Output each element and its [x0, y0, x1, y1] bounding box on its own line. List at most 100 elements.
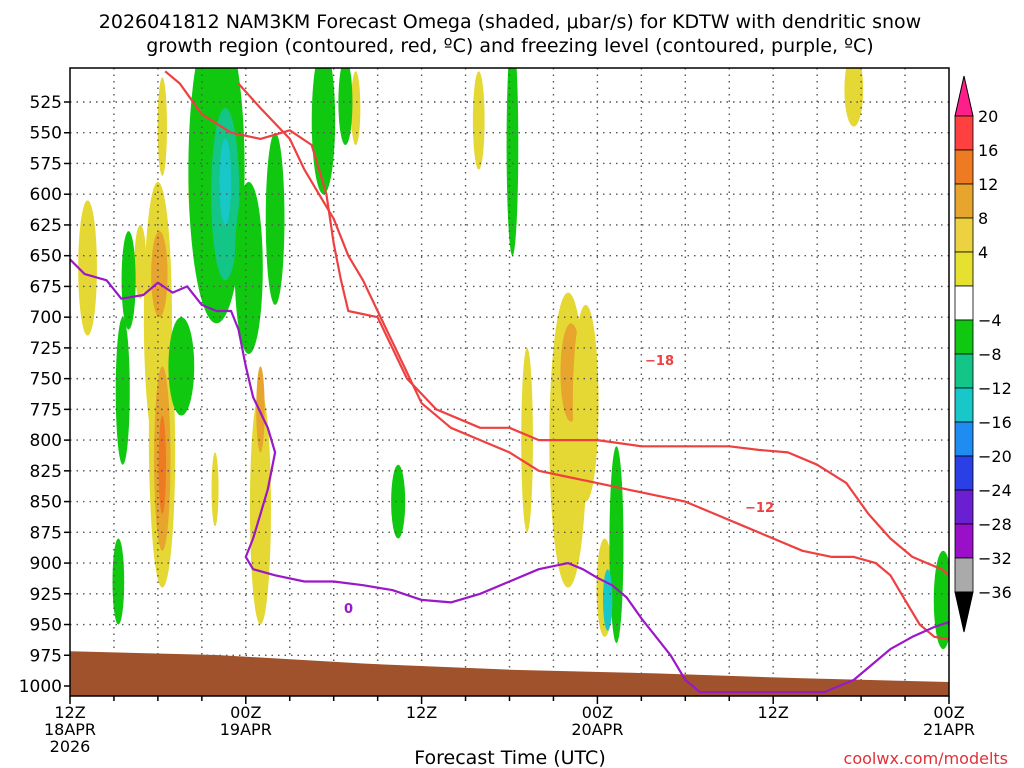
omega-cell: [609, 446, 624, 643]
colorbar-swatch: [954, 523, 974, 559]
colorbar-label: −4: [978, 311, 1002, 330]
colorbar-swatch: [954, 353, 974, 389]
y-tick-label: 1000: [19, 677, 62, 697]
omega-cell: [472, 71, 485, 170]
y-tick-label: 750: [30, 370, 62, 390]
y-tick-label: 675: [30, 277, 62, 297]
omega-cell: [249, 390, 271, 625]
x-tick-label: 12Z: [406, 703, 437, 722]
y-tick-label: 550: [30, 124, 62, 144]
y-tick-label: 600: [30, 185, 62, 205]
contour-label: −12: [745, 501, 774, 516]
colorbar-label: −16: [978, 413, 1012, 432]
y-axis: 525 550 575 600 625 650 675 700 725 750 775 800 825 8…: [19, 93, 70, 697]
grid-lines: [70, 68, 949, 696]
x-tick-label: 2026: [50, 737, 91, 756]
chart-title-line2: growth region (contoured, red, ºC) and f…: [146, 35, 873, 57]
colorbar-label: −8: [978, 345, 1002, 364]
x-tick-label: 19APR: [220, 720, 272, 739]
y-tick-label: 975: [30, 646, 62, 666]
colorbar-swatch: [954, 149, 974, 185]
omega-cell: [115, 317, 130, 465]
colorbar-label: −28: [978, 515, 1012, 534]
colorbar-label: −32: [978, 549, 1012, 568]
colorbar-swatch: [954, 285, 974, 321]
y-tick-label: 575: [30, 154, 62, 174]
omega-cell: [211, 452, 219, 527]
omega-cell: [572, 304, 599, 502]
colorbar-label: 4: [978, 243, 988, 262]
x-tick-label: 00Z: [582, 703, 613, 722]
contour-label: −18: [645, 354, 674, 369]
x-tick-label: 18APR: [44, 720, 96, 739]
y-tick-label: 925: [30, 585, 62, 605]
x-tick-label: 12Z: [54, 703, 85, 722]
omega-cell: [158, 415, 167, 514]
colorbar-label: −36: [978, 583, 1012, 602]
colorbar: 20 16 12 8 4 −4 −8 −12 −16 −20 −24 −28 −32 −36: [954, 75, 1012, 633]
colorbar-swatch: [954, 489, 974, 525]
omega-cell: [112, 538, 125, 625]
colorbar-top-arrow: [954, 75, 974, 117]
omega-cell: [350, 71, 361, 146]
y-tick-label: 700: [30, 308, 62, 328]
omega-cell: [157, 77, 167, 176]
chart-title-line1: 2026041812 NAM3KM Forecast Omega (shaded…: [99, 11, 921, 33]
y-tick-label: 775: [30, 400, 62, 420]
colorbar-swatch: [954, 455, 974, 491]
colorbar-label: 12: [978, 175, 998, 194]
y-tick-label: 950: [30, 616, 62, 636]
omega-cell: [521, 347, 533, 533]
omega-cell: [265, 132, 285, 305]
y-tick-label: 725: [30, 339, 62, 359]
omega-cell: [256, 366, 265, 453]
temperature-contours: −18 −12 0: [70, 70, 949, 694]
colorbar-label: 20: [978, 107, 998, 126]
x-tick-label: 20APR: [571, 720, 623, 739]
contour-label: 0: [344, 602, 353, 617]
y-tick-label: 825: [30, 462, 62, 482]
contour-label-bg: [342, 601, 354, 615]
omega-cell: [121, 231, 136, 330]
y-tick-label: 625: [30, 216, 62, 236]
x-tick-label: 00Z: [933, 703, 964, 722]
colorbar-swatch: [954, 387, 974, 423]
colorbar-label: −24: [978, 481, 1012, 500]
omega-cell: [602, 569, 613, 631]
x-tick-label: 21APR: [923, 720, 975, 739]
freezing-level-line: [70, 258, 949, 694]
colorbar-swatch: [954, 251, 974, 287]
colorbar-bottom-arrow: [954, 591, 974, 633]
colorbar-swatch: [954, 183, 974, 219]
colorbar-label: 8: [978, 209, 988, 228]
y-tick-label: 800: [30, 431, 62, 451]
omega-cell: [134, 224, 147, 299]
colorbar-swatch: [954, 217, 974, 253]
omega-cell: [78, 200, 97, 336]
colorbar-swatch: [954, 115, 974, 151]
omega-cell: [234, 181, 263, 355]
site-credit: coolwx.com/modelts: [844, 749, 1008, 768]
colorbar-label: −12: [978, 379, 1012, 398]
y-tick-label: 525: [30, 93, 62, 113]
y-tick-label: 900: [30, 554, 62, 574]
omega-cell: [168, 317, 195, 416]
contour-label-bg: [743, 500, 771, 514]
omega-cell: [338, 68, 353, 146]
omega-cell: [219, 138, 232, 225]
x-tick-label: 12Z: [758, 703, 789, 722]
colorbar-label: −20: [978, 447, 1012, 466]
omega-cell: [391, 464, 406, 539]
omega-cell: [151, 231, 168, 318]
y-tick-label: 650: [30, 247, 62, 267]
x-tick-label: 00Z: [230, 703, 261, 722]
terrain-area: [70, 651, 949, 696]
y-tick-label: 850: [30, 493, 62, 513]
contour-label-bg: [643, 353, 671, 367]
dgz-isotherm-line: [164, 70, 949, 577]
colorbar-swatch: [954, 421, 974, 457]
dgz-isotherm-line: [237, 82, 949, 641]
omega-cell: [844, 68, 864, 127]
